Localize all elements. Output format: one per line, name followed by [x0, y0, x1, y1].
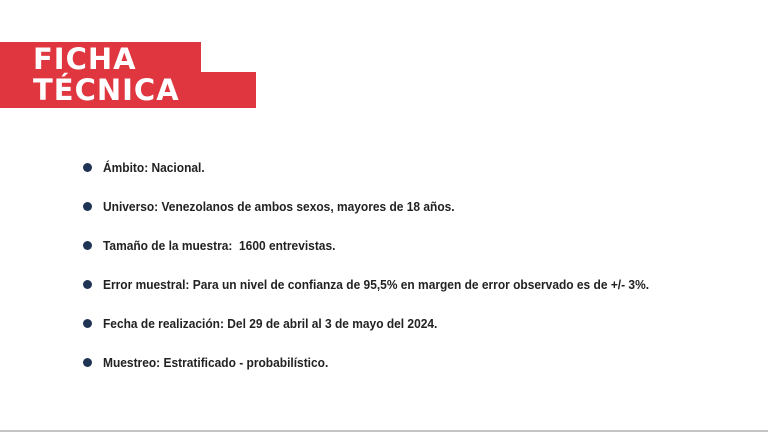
title-line-2: TÉCNICA: [0, 72, 256, 108]
bullet-icon: [83, 241, 92, 250]
bullet-icon: [83, 280, 92, 289]
item-text: Error muestral: Para un nivel de confian…: [103, 277, 650, 292]
item-text: Fecha de realización: Del 29 de abril al…: [103, 316, 438, 331]
list-item: Error muestral: Para un nivel de confian…: [83, 265, 697, 304]
item-text: Universo: Venezolanos de ambos sexos, ma…: [103, 199, 455, 214]
technical-sheet-list: Ámbito: Nacional. Universo: Venezolanos …: [83, 148, 697, 382]
title-line-1: FICHA: [0, 42, 201, 76]
list-item: Ámbito: Nacional.: [83, 148, 697, 187]
bullet-icon: [83, 202, 92, 211]
list-item: Fecha de realización: Del 29 de abril al…: [83, 304, 697, 343]
list-item: Muestreo: Estratificado - probabilístico…: [83, 343, 697, 382]
item-text: Muestreo: Estratificado - probabilístico…: [103, 355, 329, 370]
item-text: Tamaño de la muestra: 1600 entrevistas.: [103, 238, 336, 253]
bottom-divider: [0, 430, 768, 432]
bullet-icon: [83, 358, 92, 367]
list-item: Universo: Venezolanos de ambos sexos, ma…: [83, 187, 697, 226]
bullet-icon: [83, 319, 92, 328]
bullet-icon: [83, 163, 92, 172]
list-item: Tamaño de la muestra: 1600 entrevistas.: [83, 226, 697, 265]
item-text: Ámbito: Nacional.: [103, 160, 205, 175]
